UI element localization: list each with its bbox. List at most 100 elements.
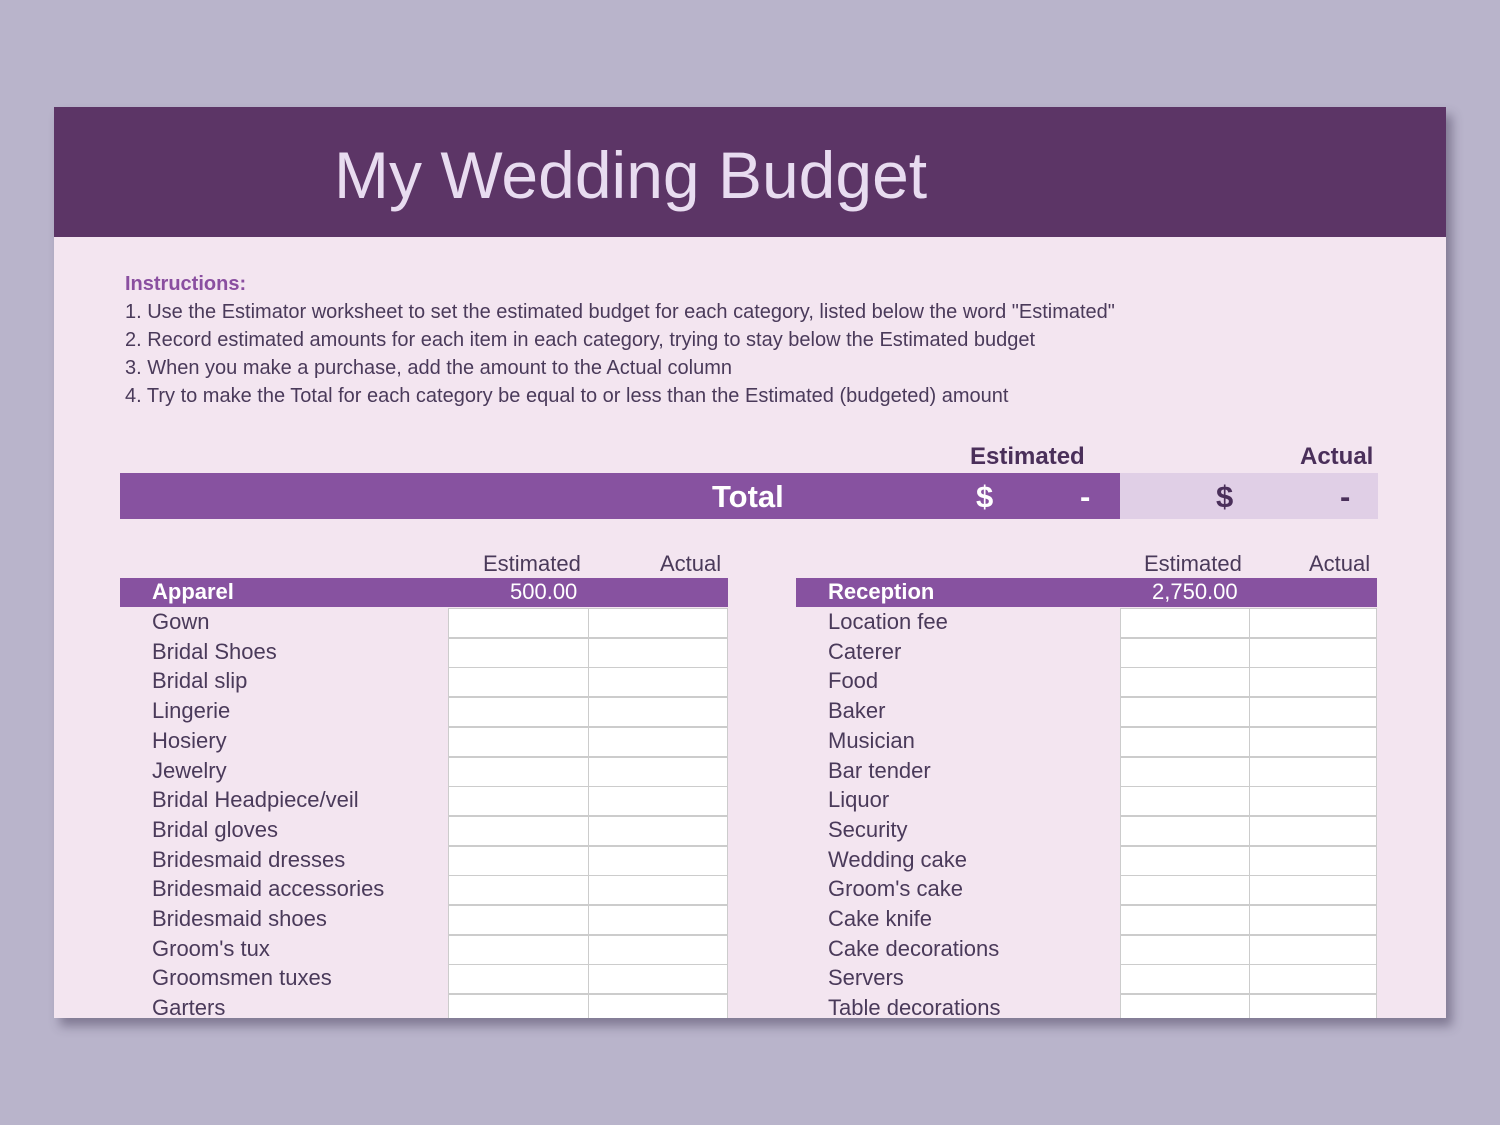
table-row: Bridesmaid shoes <box>120 905 728 935</box>
actual-cell[interactable] <box>588 608 728 638</box>
table-row: Wedding cake <box>796 845 1377 876</box>
page-title: My Wedding Budget <box>334 138 928 212</box>
total-est-currency: $ <box>976 479 994 514</box>
estimated-cell[interactable] <box>1120 726 1250 757</box>
table-row: Cake decorations <box>796 934 1377 965</box>
estimated-cell[interactable] <box>1120 667 1250 698</box>
estimated-cell[interactable] <box>448 815 589 846</box>
estimated-cell[interactable] <box>448 994 589 1018</box>
table-row: Bridal Headpiece/veil <box>120 786 728 817</box>
actual-cell[interactable] <box>588 964 728 995</box>
item-label: Wedding cake <box>828 846 968 872</box>
estimated-cell[interactable] <box>448 726 589 757</box>
table-row: Liquor <box>796 786 1377 817</box>
item-label: Caterer <box>828 638 902 664</box>
table-row: Bar tender <box>796 756 1377 787</box>
estimated-cell[interactable] <box>448 905 589 935</box>
table-row: Gown <box>120 608 728 638</box>
estimated-cell[interactable] <box>448 934 589 965</box>
estimated-cell[interactable] <box>1120 994 1250 1018</box>
item-label: Food <box>828 668 879 694</box>
category-estimated[interactable]: 500.00 <box>510 579 578 604</box>
item-label: Servers <box>828 965 904 991</box>
estimated-cell[interactable] <box>1120 934 1250 965</box>
estimated-cell[interactable] <box>1120 637 1250 668</box>
item-label: Lingerie <box>152 698 231 724</box>
item-label: Groom's cake <box>828 876 964 902</box>
estimated-cell[interactable] <box>448 697 589 728</box>
estimated-cell[interactable] <box>448 637 589 668</box>
estimated-cell[interactable] <box>448 608 589 638</box>
actual-cell[interactable] <box>588 726 728 757</box>
item-label: Jewelry <box>152 757 227 783</box>
actual-cell[interactable] <box>588 786 728 817</box>
estimated-cell[interactable] <box>1120 905 1250 935</box>
actual-cell[interactable] <box>588 875 728 906</box>
estimated-cell[interactable] <box>1120 786 1250 817</box>
estimated-cell[interactable] <box>448 845 589 876</box>
total-est-value[interactable]: - <box>1080 479 1091 514</box>
actual-cell[interactable] <box>1249 934 1377 965</box>
actual-cell[interactable] <box>588 815 728 846</box>
item-label: Location fee <box>828 609 948 634</box>
instruction-line: 4. Try to make the Total for each catego… <box>125 385 1009 407</box>
item-label: Bridal gloves <box>152 816 278 842</box>
estimated-cell[interactable] <box>448 964 589 995</box>
estimated-cell[interactable] <box>1120 608 1250 638</box>
actual-cell[interactable] <box>1249 726 1377 757</box>
actual-cell[interactable] <box>1249 756 1377 787</box>
actual-cell[interactable] <box>588 845 728 876</box>
estimated-cell[interactable] <box>448 786 589 817</box>
estimated-cell[interactable] <box>1120 756 1250 787</box>
estimated-cell[interactable] <box>1120 815 1250 846</box>
actual-cell[interactable] <box>588 667 728 698</box>
table-row: Bridal slip <box>120 667 728 698</box>
item-label: Bridal Headpiece/veil <box>152 787 359 813</box>
item-label: Bridal slip <box>152 668 248 694</box>
actual-cell[interactable] <box>1249 964 1377 995</box>
item-label: Liquor <box>828 787 890 813</box>
estimated-cell[interactable] <box>1120 875 1250 906</box>
actual-cell[interactable] <box>1249 697 1377 728</box>
actual-cell[interactable] <box>1249 845 1377 876</box>
actual-cell[interactable] <box>588 994 728 1018</box>
actual-cell[interactable] <box>1249 815 1377 846</box>
category-name: Apparel <box>152 579 234 604</box>
table-row: Groomsmen tuxes <box>120 964 728 995</box>
total-act-value[interactable]: - <box>1340 479 1351 514</box>
estimated-cell[interactable] <box>1120 845 1250 876</box>
item-label: Cake knife <box>828 906 932 931</box>
actual-cell[interactable] <box>1249 875 1377 906</box>
estimated-cell[interactable] <box>1120 964 1250 995</box>
actual-cell[interactable] <box>1249 905 1377 935</box>
estimated-cell[interactable] <box>1120 697 1250 728</box>
actual-cell[interactable] <box>1249 994 1377 1018</box>
actual-cell[interactable] <box>588 756 728 787</box>
table-row: Garters <box>120 994 728 1018</box>
item-label: Groom's tux <box>152 935 270 961</box>
actual-cell[interactable] <box>1249 667 1377 698</box>
category-estimated[interactable]: 2,750.00 <box>1152 579 1238 604</box>
actual-cell[interactable] <box>1249 608 1377 638</box>
instruction-line: 1. Use the Estimator worksheet to set th… <box>125 301 1115 323</box>
actual-cell[interactable] <box>588 905 728 935</box>
item-label: Garters <box>152 995 226 1018</box>
item-label: Bridal Shoes <box>152 638 277 664</box>
item-label: Baker <box>828 698 886 724</box>
actual-cell[interactable] <box>1249 637 1377 668</box>
actual-cell[interactable] <box>588 697 728 728</box>
item-label: Gown <box>152 609 210 634</box>
estimated-cell[interactable] <box>448 875 589 906</box>
item-label: Bridesmaid dresses <box>152 846 346 872</box>
table-row: Hosiery <box>120 726 728 757</box>
actual-cell[interactable] <box>588 934 728 965</box>
estimated-cell[interactable] <box>448 756 589 787</box>
item-label: Cake decorations <box>828 935 1000 961</box>
actual-cell[interactable] <box>588 637 728 668</box>
table-row: Servers <box>796 964 1377 995</box>
item-label: Bar tender <box>828 757 931 783</box>
table-row: Jewelry <box>120 756 728 787</box>
actual-cell[interactable] <box>1249 786 1377 817</box>
table-row: Caterer <box>796 637 1377 668</box>
estimated-cell[interactable] <box>448 667 589 698</box>
